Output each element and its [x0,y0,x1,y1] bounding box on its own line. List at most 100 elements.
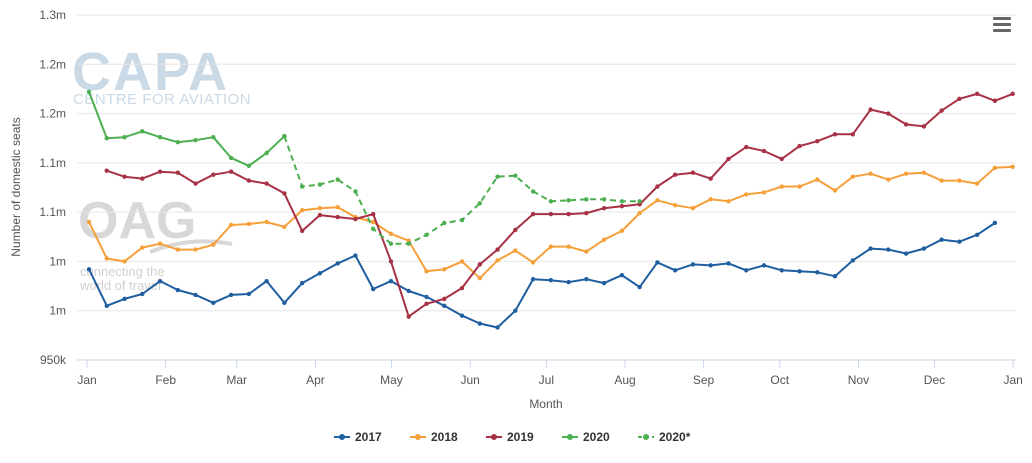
data-point[interactable] [193,247,198,252]
data-point[interactable] [442,296,447,302]
data-point[interactable] [832,188,838,193]
data-point[interactable] [477,275,482,281]
data-point[interactable] [992,220,998,226]
data-point[interactable] [655,260,660,265]
data-point[interactable] [211,242,216,247]
data-point[interactable] [566,244,571,249]
data-point[interactable] [157,135,163,140]
data-point[interactable] [477,321,482,326]
data-point[interactable] [886,177,891,182]
data-point[interactable] [672,203,678,208]
data-point[interactable] [939,108,944,113]
data-point[interactable] [903,171,909,176]
data-point[interactable] [424,232,429,238]
data-point[interactable] [619,228,625,234]
data-point[interactable] [868,246,873,251]
data-point[interactable] [228,155,234,161]
data-point[interactable] [921,246,927,251]
data-point[interactable] [744,192,749,197]
data-point[interactable] [779,156,784,162]
data-point[interactable] [104,168,109,173]
data-point[interactable] [903,251,909,256]
data-point[interactable] [371,211,376,217]
data-point[interactable] [530,189,536,194]
data-point[interactable] [992,165,998,170]
data-point[interactable] [459,285,465,291]
data-point[interactable] [140,245,145,250]
data-point[interactable] [86,219,92,225]
data-point[interactable] [175,139,181,145]
data-point[interactable] [886,247,891,252]
data-point[interactable] [1010,91,1015,97]
data-point[interactable] [548,211,554,217]
data-point[interactable] [104,136,109,141]
data-point[interactable] [832,274,838,279]
data-point[interactable] [974,91,980,97]
legend-item-2017[interactable]: 2017 [334,430,382,444]
data-point[interactable] [939,178,944,183]
data-point[interactable] [406,288,411,294]
data-point[interactable] [459,313,465,318]
data-point[interactable] [335,205,340,210]
data-point[interactable] [193,137,198,143]
data-point[interactable] [122,296,127,302]
data-point[interactable] [1010,164,1015,169]
data-point[interactable] [655,184,660,189]
data-point[interactable] [495,325,500,330]
data-point[interactable] [282,224,287,230]
data-point[interactable] [442,267,447,272]
data-point[interactable] [140,291,145,297]
data-point[interactable] [779,184,784,189]
data-point[interactable] [690,206,696,211]
data-point[interactable] [708,176,713,181]
data-point[interactable] [228,169,234,174]
data-point[interactable] [175,170,181,175]
data-point[interactable] [371,226,376,232]
data-point[interactable] [122,174,127,179]
data-point[interactable] [921,170,927,175]
data-point[interactable] [637,199,642,204]
data-point[interactable] [246,163,252,169]
data-point[interactable] [424,294,429,300]
data-point[interactable] [815,177,820,182]
data-point[interactable] [495,174,500,179]
data-point[interactable] [193,292,198,298]
legend-item-2020-projected[interactable]: 2020* [638,430,691,444]
data-point[interactable] [619,273,625,278]
legend-item-2019[interactable]: 2019 [486,430,534,444]
data-point[interactable] [548,244,554,249]
data-point[interactable] [744,268,749,273]
data-point[interactable] [157,241,163,246]
data-point[interactable] [584,197,589,202]
data-point[interactable] [317,271,323,276]
data-point[interactable] [477,201,482,206]
data-point[interactable] [566,211,571,217]
data-point[interactable] [566,198,571,203]
data-point[interactable] [815,270,820,275]
data-point[interactable] [228,222,234,228]
data-point[interactable] [246,291,252,297]
data-point[interactable] [424,269,429,274]
data-point[interactable] [601,206,607,211]
data-point[interactable] [424,301,429,307]
data-point[interactable] [655,198,660,203]
data-point[interactable] [406,241,411,246]
data-point[interactable] [779,268,784,273]
data-point[interactable] [619,204,625,209]
data-point[interactable] [228,292,234,298]
data-point[interactable] [353,216,358,222]
data-point[interactable] [726,199,731,204]
data-point[interactable] [299,280,305,286]
data-point[interactable] [886,111,891,116]
data-point[interactable] [246,221,252,227]
data-point[interactable] [353,189,358,194]
data-point[interactable] [584,249,589,254]
data-point[interactable] [530,260,536,265]
data-point[interactable] [317,212,323,218]
data-point[interactable] [974,232,980,238]
data-point[interactable] [282,300,287,306]
data-point[interactable] [175,247,181,252]
data-point[interactable] [299,207,305,213]
data-point[interactable] [761,263,767,268]
data-point[interactable] [548,277,554,283]
